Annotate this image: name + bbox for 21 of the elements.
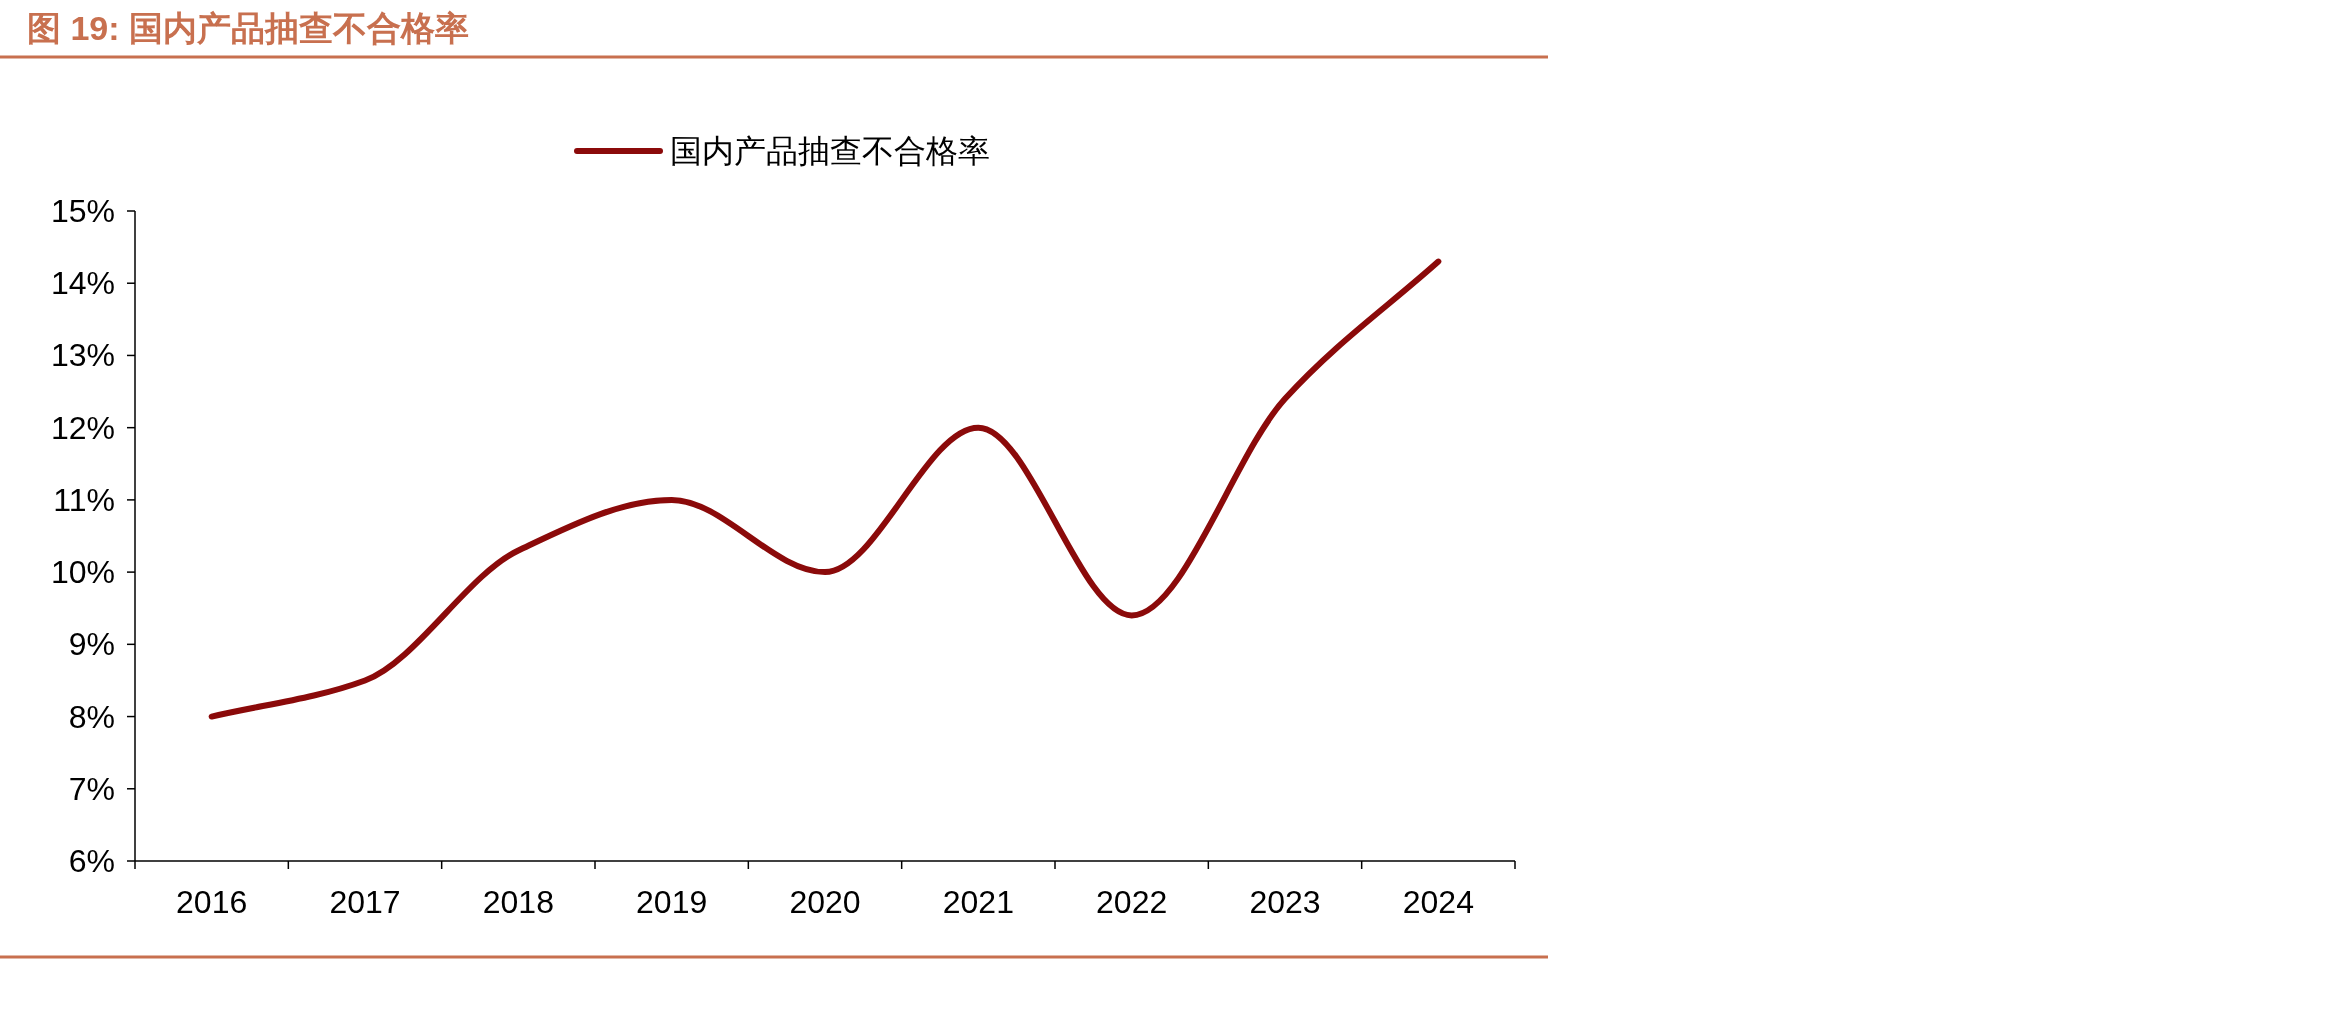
y-tick-label: 11% (53, 481, 115, 518)
x-tick-label: 2016 (176, 884, 248, 920)
y-tick-label: 13% (50, 337, 115, 374)
x-tick-label: 2019 (636, 884, 708, 920)
y-tick-label: 8% (68, 698, 115, 735)
x-tick-label: 2023 (1249, 884, 1321, 920)
legend-label: 国内产品抽查不合格率 (670, 133, 990, 169)
x-tick-label: 2020 (789, 884, 861, 920)
title: 图 19: 国内产品抽查不合格率 (27, 9, 470, 47)
y-tick-label: 6% (68, 843, 115, 879)
x-tick-label: 2017 (329, 884, 401, 920)
x-tick-label: 2018 (482, 884, 554, 920)
x-tick-label: 2022 (1096, 884, 1168, 920)
y-tick-label: 12% (50, 409, 115, 446)
x-tick-label: 2021 (942, 884, 1014, 920)
x-tick-label: 2024 (1402, 884, 1474, 920)
y-tick-label: 10% (50, 554, 115, 591)
y-tick-label: 7% (68, 770, 115, 807)
y-tick-label: 14% (50, 265, 115, 302)
y-tick-label: 15% (50, 193, 115, 229)
y-tick-label: 9% (68, 626, 115, 663)
